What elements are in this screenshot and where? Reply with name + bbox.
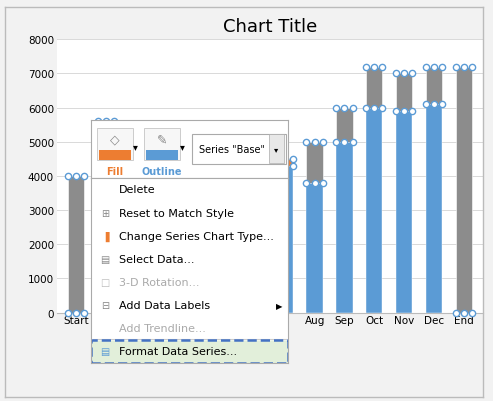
Bar [68,176,84,313]
Bar [336,142,352,313]
Text: Outline: Outline [142,166,182,176]
Text: ▾: ▾ [180,142,185,152]
Text: Select Data...: Select Data... [119,254,194,264]
Bar [307,183,323,313]
Bar [187,160,204,313]
Bar [247,160,263,313]
Bar [97,129,133,161]
Bar [366,67,383,108]
Text: □: □ [101,277,109,287]
Text: ▤: ▤ [101,346,109,356]
Text: 3-D Rotation...: 3-D Rotation... [119,277,199,287]
Bar [217,153,233,160]
Bar [128,176,144,313]
Text: ▾: ▾ [275,145,279,154]
Text: ▶: ▶ [276,301,282,310]
Text: Format Data Series...: Format Data Series... [119,346,237,356]
Text: Fill: Fill [106,166,123,176]
Text: ✎: ✎ [157,133,168,146]
FancyBboxPatch shape [192,134,286,164]
Text: ▐: ▐ [101,231,109,241]
Bar [456,67,472,313]
Bar [277,160,293,166]
Bar [217,160,233,313]
Title: Chart Title: Chart Title [223,18,317,36]
Bar [157,160,174,313]
Text: Series "Base": Series "Base" [199,144,265,154]
Text: ▾: ▾ [133,142,138,152]
Bar [146,150,178,161]
Bar [187,153,204,160]
Bar [99,150,131,161]
Bar [144,129,180,161]
Text: ◇: ◇ [110,133,120,146]
Bar [366,108,383,313]
Text: Delete: Delete [119,185,155,195]
Bar [396,74,412,111]
Bar [396,111,412,313]
Bar [269,135,284,164]
Bar [98,176,114,313]
Bar [247,153,263,160]
Bar [426,105,442,313]
Bar [426,67,442,105]
Bar [307,142,323,183]
Text: Change Series Chart Type...: Change Series Chart Type... [119,231,274,241]
Bar [336,108,352,142]
Text: ▤: ▤ [101,254,109,264]
Text: Reset to Match Style: Reset to Match Style [119,208,234,218]
Text: ⊟: ⊟ [101,300,109,310]
Text: Add Trendline...: Add Trendline... [119,323,206,333]
FancyBboxPatch shape [91,340,288,363]
Text: Add Data Labels: Add Data Labels [119,300,210,310]
Bar [157,149,174,160]
Bar [98,122,114,176]
Bar [128,159,144,176]
Bar [277,160,293,313]
Text: ⊞: ⊞ [101,208,109,218]
